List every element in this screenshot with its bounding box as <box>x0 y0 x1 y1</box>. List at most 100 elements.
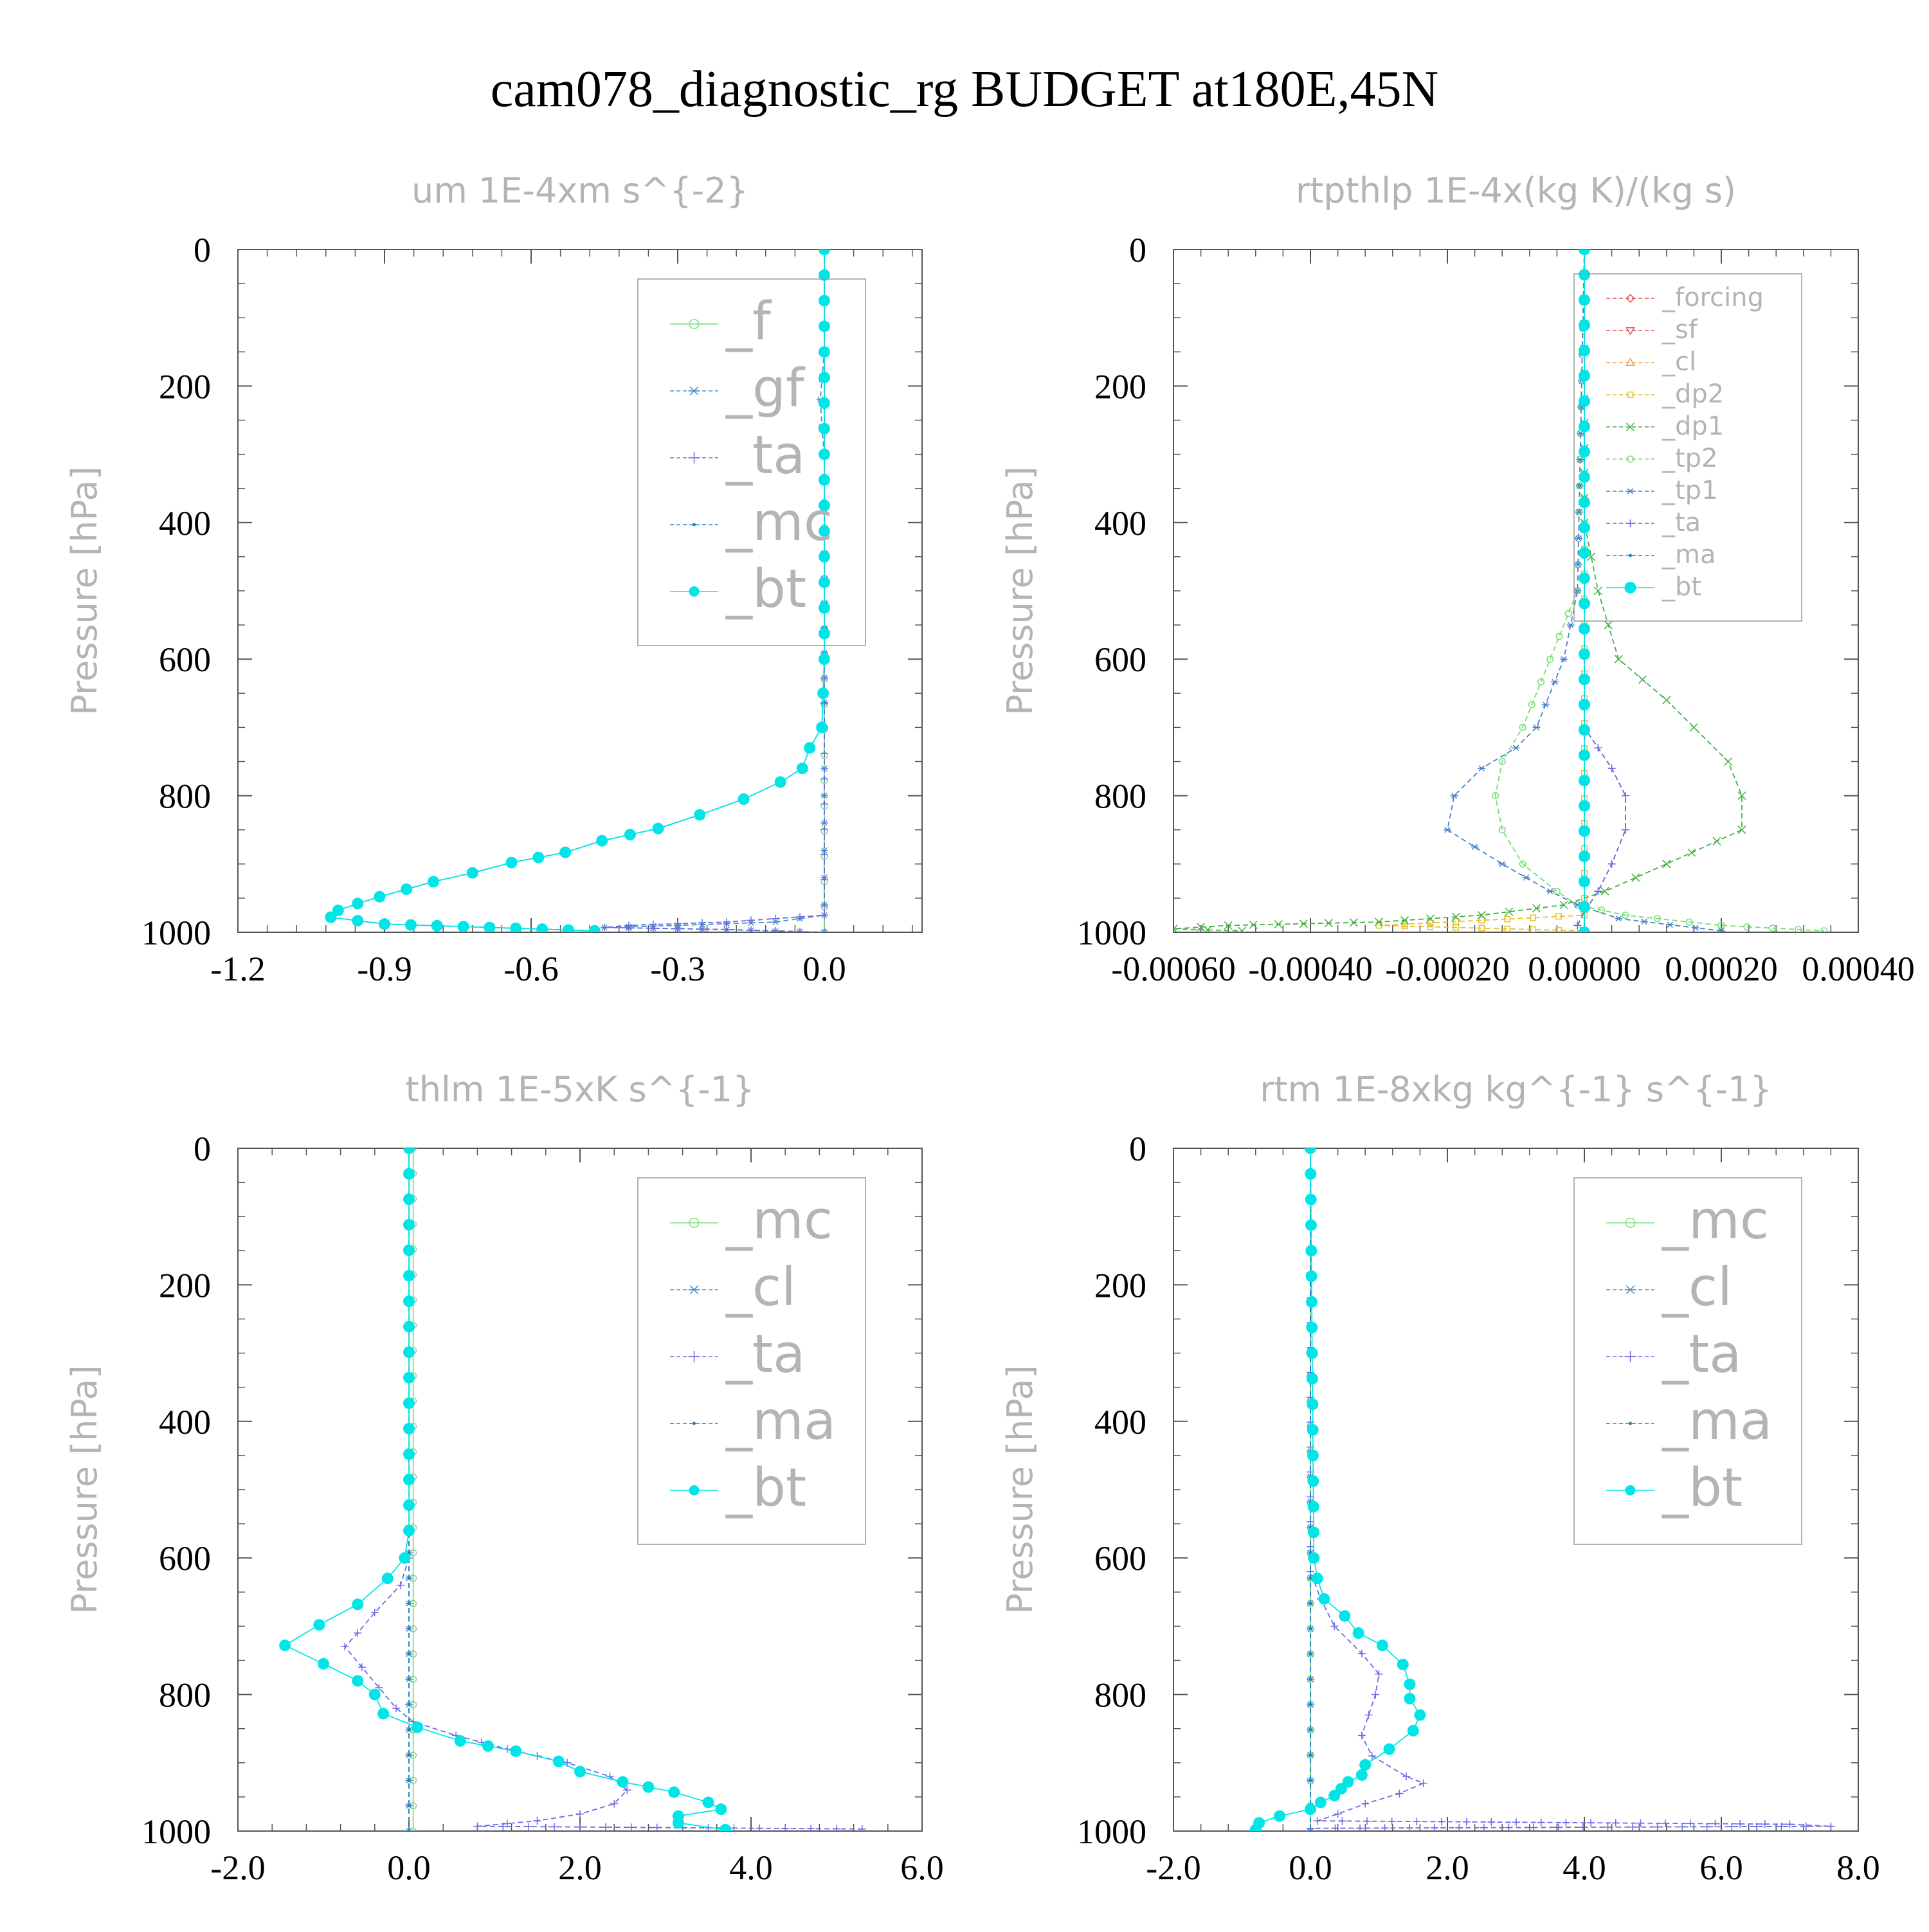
x-tick-label: 2.0 <box>558 1848 602 1887</box>
series-marker-bt <box>624 829 636 841</box>
series-marker-ta <box>499 1822 507 1830</box>
series-marker-bt <box>819 550 830 563</box>
y-tick-label: 600 <box>159 1539 211 1578</box>
series-marker-ta <box>1395 1789 1404 1798</box>
series-marker-ta <box>375 1683 383 1692</box>
series-marker-tp1 <box>1573 588 1582 594</box>
series-marker-ma <box>407 1677 411 1681</box>
series-marker-dp1 <box>1249 920 1258 930</box>
series-marker-bt <box>1397 1658 1409 1670</box>
x-tick-label: 0.0 <box>387 1848 431 1887</box>
series-marker-dp2 <box>1504 925 1511 932</box>
series-marker-ta <box>723 918 730 926</box>
series-marker-bt <box>596 835 608 847</box>
x-tick-label: 0.0 <box>802 950 846 988</box>
series-marker-bt <box>1579 699 1590 710</box>
series-marker-bt <box>796 763 808 775</box>
series-marker-bt <box>1305 1193 1317 1205</box>
y-tick-label: 200 <box>1094 367 1146 406</box>
series-marker-bt <box>1407 1724 1419 1737</box>
series-marker-ta <box>1381 1824 1389 1831</box>
series-line-tp2 <box>1494 249 1824 932</box>
series-marker-bt <box>1579 420 1590 433</box>
series-marker-bt <box>1307 1501 1319 1513</box>
series-marker-bt <box>817 687 829 700</box>
series-marker-dp2 <box>1555 926 1562 932</box>
series-marker-bt <box>1306 1347 1318 1359</box>
series-marker-tp1 <box>1666 921 1674 928</box>
series-marker-gf <box>820 847 828 854</box>
series-marker-bt <box>1359 1758 1372 1771</box>
series-marker-bt <box>1308 1552 1320 1564</box>
series-marker-bt <box>1305 1245 1318 1257</box>
y-tick-label: 600 <box>1094 640 1146 679</box>
legend-swatch-marker <box>1626 455 1635 463</box>
series-marker-bt <box>819 320 830 332</box>
series-marker-tp2 <box>1537 678 1545 686</box>
series-marker-bt <box>1579 547 1590 559</box>
series-marker-bt <box>668 1786 680 1798</box>
series-marker-ta <box>820 911 828 919</box>
series-marker-bt <box>352 1675 364 1687</box>
series-marker-bt <box>403 1371 415 1384</box>
legend-label: _bt <box>725 559 806 620</box>
legend-label: _bt <box>725 1458 806 1519</box>
series-marker-tp2 <box>1519 860 1526 868</box>
series-marker-ta <box>625 924 633 932</box>
series-marker-bt <box>403 1270 415 1282</box>
series-marker-ta <box>820 851 828 859</box>
series-marker-bt <box>559 846 572 858</box>
series-marker-bt <box>819 525 830 537</box>
series-marker-bt <box>404 919 417 931</box>
series-marker-ta <box>781 1824 790 1831</box>
legend-swatch-marker <box>1625 1485 1636 1495</box>
y-axis-label: Pressure [hPa] <box>1000 466 1040 715</box>
series-marker-dp1 <box>1197 923 1206 932</box>
legend-box <box>1573 273 1802 622</box>
series-marker-bt <box>352 898 364 910</box>
y-tick-label: 0 <box>194 1130 211 1168</box>
legend-swatch-marker <box>693 1422 696 1425</box>
series-marker-bt <box>318 1657 329 1670</box>
series-marker-ma <box>407 1728 411 1732</box>
series-marker-bt <box>652 822 664 835</box>
series-marker-ta <box>1653 1823 1662 1831</box>
series-marker-tp1 <box>1717 928 1725 932</box>
series-marker-ta <box>1372 1690 1380 1699</box>
series-marker-bt <box>1579 320 1590 331</box>
legend-swatch-marker <box>1627 392 1634 398</box>
legend-swatch-marker <box>689 1218 700 1228</box>
series-marker-bt <box>1307 1475 1319 1487</box>
series-marker-bt <box>1305 1296 1318 1308</box>
y-axis-label: Pressure [hPa] <box>64 466 105 715</box>
series-marker-tp2 <box>1743 923 1751 931</box>
series-marker-bt <box>1579 572 1590 584</box>
y-tick-label: 400 <box>1094 1403 1146 1441</box>
series-marker-bt <box>401 883 413 896</box>
series-marker-bt <box>1306 1373 1318 1385</box>
legend-swatch-marker <box>689 319 700 329</box>
series-marker-ta <box>576 1823 584 1831</box>
plot-title: um 1E-4xm s^{-2} <box>412 170 748 211</box>
series-marker-bt <box>1414 1709 1426 1721</box>
legend-label: _cl <box>1662 347 1696 377</box>
series-marker-tp2 <box>1769 925 1777 932</box>
series-marker-ta <box>1636 1819 1645 1827</box>
x-tick-label: 0.00020 <box>1665 950 1778 988</box>
series-marker-ma <box>407 1778 411 1782</box>
series-marker-ta <box>820 825 828 833</box>
series-marker-bt <box>562 924 574 932</box>
series-marker-dp2 <box>1555 913 1562 920</box>
y-tick-label: 200 <box>159 1266 211 1305</box>
series-marker-ta <box>1363 1817 1371 1825</box>
legend-swatch-marker <box>1624 582 1636 593</box>
legend-label: _bt <box>1662 572 1701 602</box>
series-marker-bt <box>510 1745 522 1757</box>
series-marker-bt <box>819 397 830 409</box>
series-marker-ta <box>1662 1819 1670 1827</box>
series-marker-ta <box>358 1663 366 1672</box>
legend: _f_gf_ta_mc_bt <box>637 278 866 646</box>
series-marker-ta <box>1529 1823 1537 1831</box>
series-marker-ma <box>1309 1677 1312 1681</box>
series-marker-ta <box>820 800 828 808</box>
